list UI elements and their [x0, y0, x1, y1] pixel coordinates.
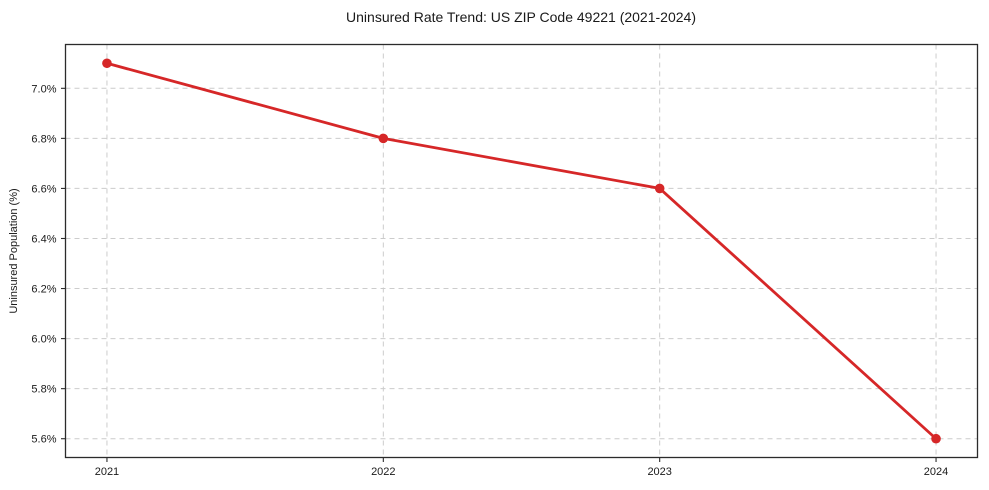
- y-tick-label: 5.6%: [31, 434, 56, 446]
- y-tick-label: 6.8%: [31, 133, 56, 145]
- axes-spines: [64, 43, 979, 459]
- y-tick-label: 6.0%: [31, 334, 56, 346]
- x-tick-label: 2024: [924, 466, 948, 478]
- data-point-2022: [378, 133, 389, 144]
- y-tick-label: 5.8%: [31, 384, 56, 396]
- y-tick-label: 6.6%: [31, 183, 56, 195]
- y-tick-label: 6.4%: [31, 233, 56, 245]
- y-tick-label: 6.2%: [31, 284, 56, 296]
- y-tick-label: 7.0%: [31, 83, 56, 95]
- x-tick-label: 2021: [95, 466, 119, 478]
- x-tick-label: 2022: [371, 466, 395, 478]
- data-point-2021: [102, 58, 112, 69]
- chart-title: Uninsured Rate Trend: US ZIP Code 49221 …: [346, 9, 696, 25]
- trend-line: [105, 61, 938, 441]
- x-tick-label: 2023: [647, 466, 671, 478]
- data-point-2023: [654, 183, 665, 194]
- data-point-2024: [931, 433, 941, 444]
